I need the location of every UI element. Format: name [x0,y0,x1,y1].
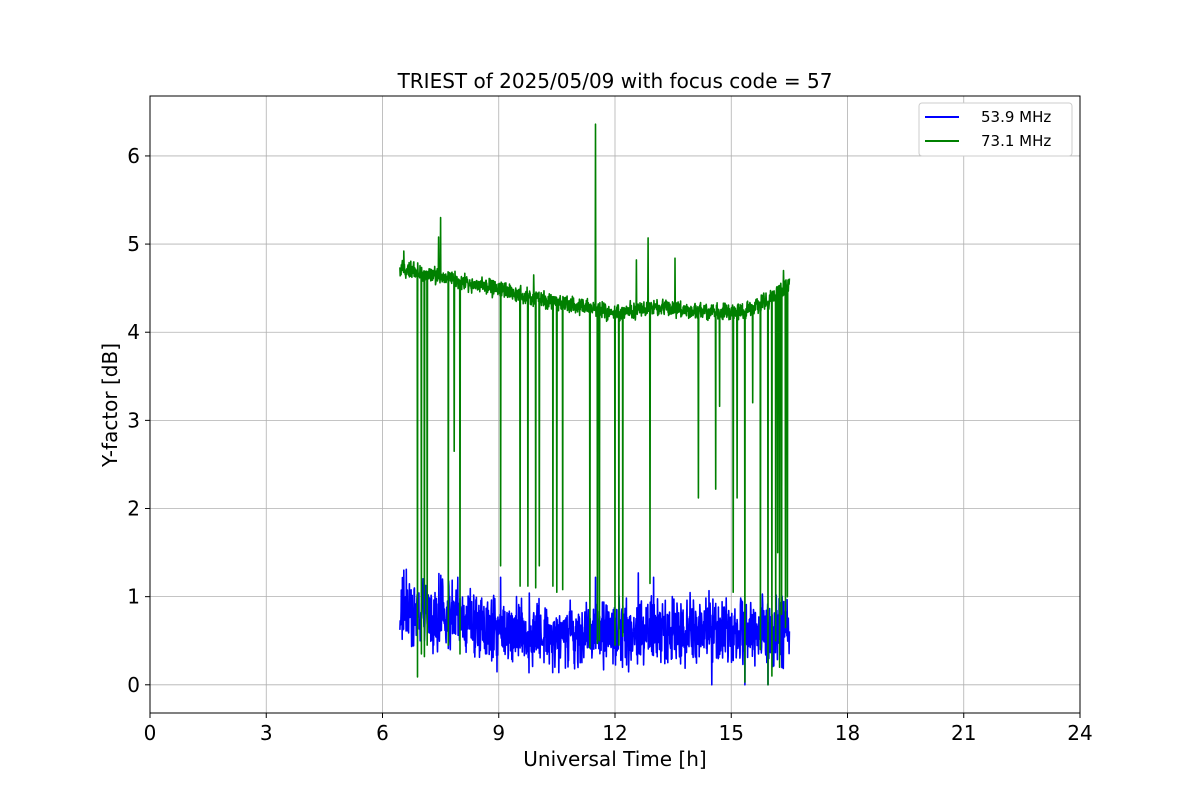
y-tick-label: 1 [127,585,140,609]
legend-label-73-1: 73.1 MHz [981,132,1051,150]
x-tick-label: 6 [376,721,389,745]
y-tick-label: 2 [127,497,140,521]
x-tick-label: 18 [835,721,860,745]
x-axis: 0 3 6 9 12 15 18 21 24 [144,713,1093,745]
legend: 53.9 MHz 73.1 MHz [918,102,1073,157]
y-axis-label: Y-factor [dB] [98,343,122,468]
x-tick-label: 9 [492,721,505,745]
x-axis-label: Universal Time [h] [523,747,706,771]
y-tick-label: 6 [127,144,140,168]
x-tick-label: 12 [602,721,627,745]
x-tick-label: 0 [144,721,157,745]
y-tick-label: 0 [127,673,140,697]
y-tick-label: 5 [127,232,140,256]
series-line-53-9 [399,568,791,686]
series-layer [399,123,791,686]
y-tick-label: 4 [127,320,140,344]
x-tick-label: 15 [719,721,744,745]
legend-label-53-9: 53.9 MHz [981,108,1051,126]
series-line-73-1 [399,123,791,686]
x-tick-label: 3 [260,721,273,745]
plot-area [399,123,791,686]
chart-title: TRIEST of 2025/05/09 with focus code = 5… [397,69,833,93]
y-axis: 0 1 2 3 4 5 6 [127,144,150,697]
x-tick-label: 24 [1067,721,1092,745]
y-tick-label: 3 [127,408,140,432]
x-tick-label: 21 [951,721,976,745]
